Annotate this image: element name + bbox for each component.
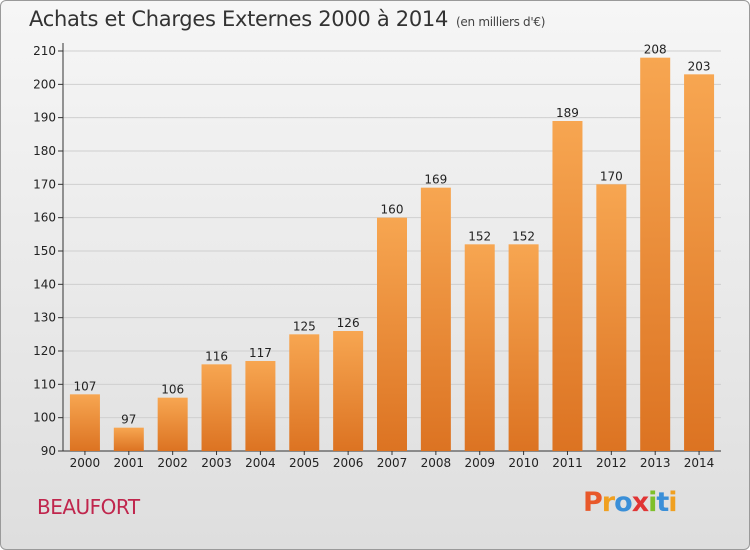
y-tick-label: 130 [33,311,56,325]
x-tick-label: 2004 [245,456,276,470]
bar-2001 [113,427,144,451]
bar-2005 [289,334,320,451]
chart-title: Achats et Charges Externes 2000 à 2014 (e… [29,7,545,31]
x-tick-label: 2002 [157,456,188,470]
x-tick-label: 2012 [596,456,627,470]
y-tick-label: 140 [33,277,56,291]
data-label: 189 [556,106,579,120]
x-tick-label: 2003 [201,456,232,470]
x-tick-label: 2010 [508,456,539,470]
logo-letter: t [656,487,669,518]
data-label: 107 [73,379,96,393]
data-label: 160 [381,203,404,217]
data-label: 169 [424,173,447,187]
x-tick-label: 2011 [552,456,583,470]
bar-2010 [508,244,539,451]
bar-2000 [69,394,100,451]
chart-title-text: Achats et Charges Externes 2000 à 2014 [29,7,449,31]
data-label: 106 [161,383,184,397]
bar-2013 [640,57,671,452]
data-label: 116 [205,349,228,363]
bar-2003 [201,364,232,451]
axes: 90 100 110 120 130 140 150 160 170 180 190 200 210 20… [33,43,721,470]
y-tick-label: 100 [33,411,56,425]
data-label: 125 [293,319,316,333]
y-tick-label: 120 [33,344,56,358]
bar-2008 [420,187,451,451]
y-tick-label: 170 [33,177,56,191]
logo-letter: i [668,487,677,518]
data-labels: 107 97 106 116 117 125 126 160 169 152 152 189 170 20… [73,43,710,427]
bar-2014 [684,74,715,451]
bar-2002 [157,397,188,451]
bar-2004 [245,361,276,451]
bar-2009 [464,244,495,451]
bar-2006 [333,331,364,451]
bar-2012 [596,184,627,452]
data-label: 152 [468,229,491,243]
data-label: 152 [512,229,535,243]
x-tick-label: 2008 [421,456,452,470]
x-tick-label: 2005 [289,456,320,470]
x-tick-label: 2013 [640,456,671,470]
data-label: 126 [337,316,360,330]
logo-letter: r [601,487,615,518]
town-name: BEAUFORT [37,495,140,519]
y-tick-label: 90 [41,444,56,458]
y-tick-label: 160 [33,211,56,225]
logo-letter: P [583,487,603,518]
data-label: 203 [688,59,711,73]
y-tick-label: 110 [33,377,56,391]
x-tick-label: 2009 [464,456,495,470]
data-label: 97 [121,413,136,427]
y-tick-label: 190 [33,111,56,125]
x-tick-label: 2001 [114,456,145,470]
bars [69,57,715,452]
x-tick-label: 2006 [333,456,364,470]
x-tick-label: 2014 [684,456,715,470]
data-label: 117 [249,346,272,360]
data-label: 170 [600,169,623,183]
x-tick-label: 2000 [70,456,101,470]
y-tick-label: 210 [33,44,56,58]
logo-letter: i [648,487,657,518]
proxiti-logo[interactable]: Proxiti [583,487,678,518]
x-tick-label: 2007 [377,456,408,470]
chart-unit: (en milliers d'€) [456,15,546,29]
data-label: 208 [644,43,667,57]
y-tick-label: 180 [33,144,56,158]
bar-2011 [552,121,583,451]
logo-letter: x [631,487,649,518]
y-tick-label: 200 [33,77,56,91]
logo-letter: o [614,487,633,518]
y-tick-label: 150 [33,244,56,258]
bar-2007 [377,217,407,451]
